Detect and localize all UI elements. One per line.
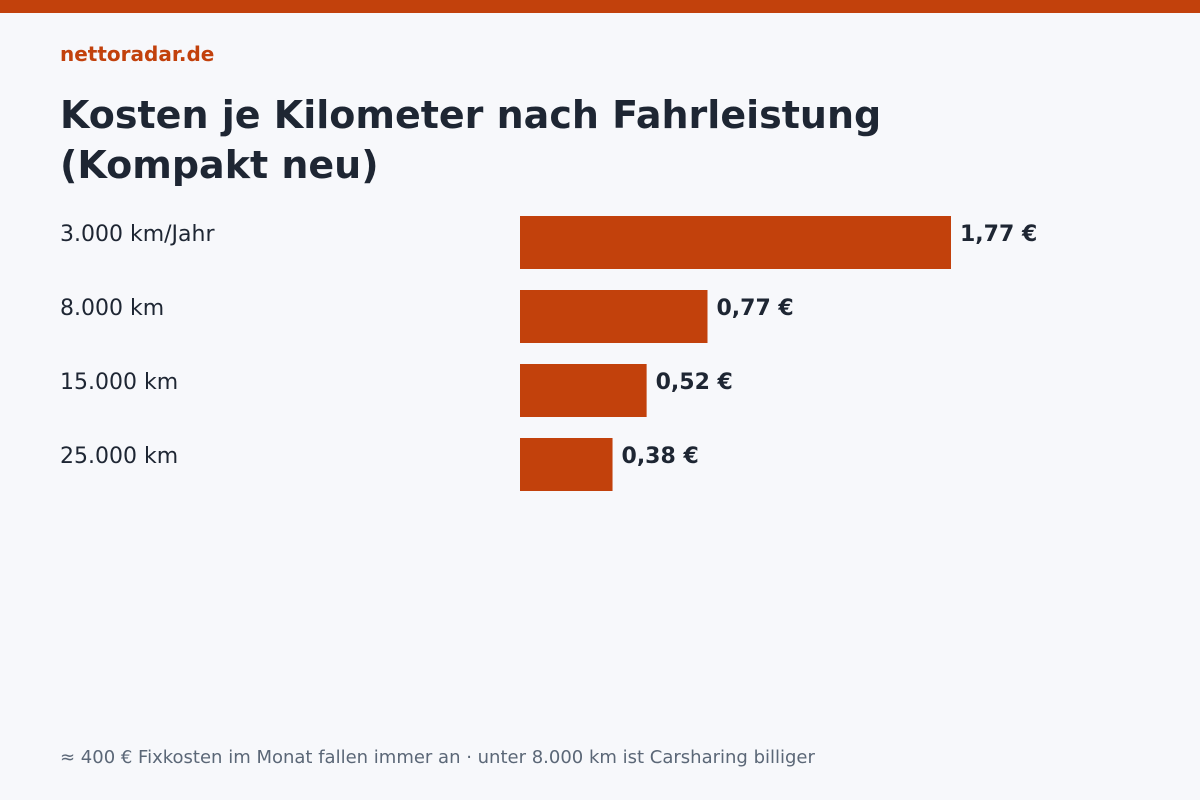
- page-title: Kosten je Kilometer nach Fahrleistung (K…: [60, 93, 882, 187]
- category-label: 25.000 km: [60, 444, 178, 469]
- bar: [520, 290, 708, 343]
- value-label: 0,52 €: [656, 370, 733, 395]
- category-label: 3.000 km/Jahr: [60, 222, 215, 247]
- category-label: 15.000 km: [60, 370, 178, 395]
- top-accent-bar: [0, 0, 1200, 13]
- value-label: 0,77 €: [716, 296, 793, 321]
- footnote: ≈ 400 € Fixkosten im Monat fallen immer …: [60, 747, 815, 768]
- brand-name: nettoradar.de: [60, 42, 215, 66]
- value-label: 1,77 €: [960, 222, 1037, 247]
- category-label: 8.000 km: [60, 296, 164, 321]
- bar: [520, 364, 647, 417]
- value-label: 0,38 €: [622, 444, 699, 469]
- bar: [520, 216, 951, 269]
- bar-chart: 3.000 km/Jahr 1,77 € 8.000 km 0,77 € 15.000 …: [60, 216, 1037, 491]
- bar: [520, 438, 613, 491]
